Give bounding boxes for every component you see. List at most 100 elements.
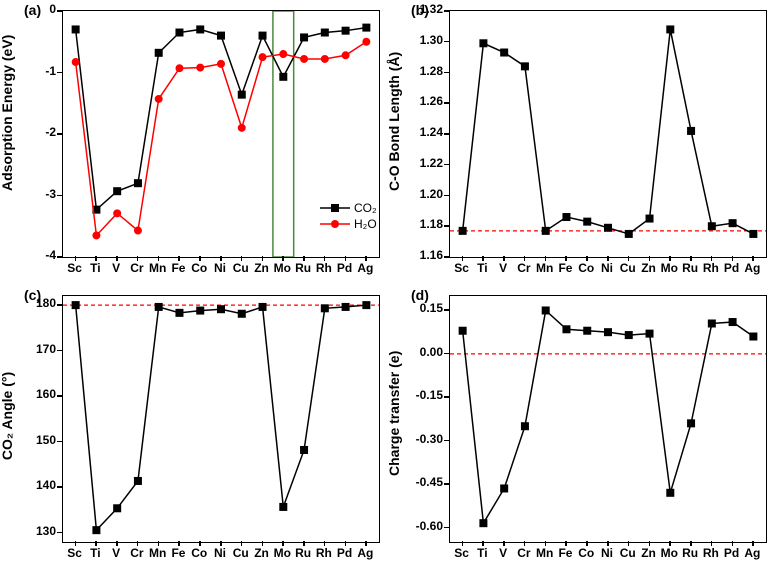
ytick: 1.32 — [407, 2, 443, 16]
xtick: Ni — [209, 546, 231, 560]
xtick: Sc — [64, 261, 86, 275]
ytick: -0.30 — [407, 432, 443, 446]
xtick: Zn — [638, 261, 660, 275]
xtick-mark — [178, 541, 180, 546]
xtick: Cr — [126, 261, 148, 275]
xtick: Fe — [167, 261, 189, 275]
xtick: Ti — [471, 546, 493, 560]
xtick-mark — [303, 541, 305, 546]
xtick: Pd — [334, 546, 356, 560]
xtick-mark — [365, 541, 367, 546]
xtick-mark — [262, 541, 264, 546]
ytick: -2 — [20, 125, 56, 139]
ytick: -4 — [20, 248, 56, 262]
ytick-mark — [57, 256, 62, 258]
xtick: Cr — [126, 546, 148, 560]
xtick: Rh — [313, 546, 335, 560]
xtick: Mo — [271, 546, 293, 560]
xtick-mark — [524, 541, 526, 546]
ytick: 140 — [20, 478, 56, 492]
xtick: Ni — [209, 261, 231, 275]
xtick: Ti — [84, 546, 106, 560]
xtick: Cu — [617, 261, 639, 275]
xtick: Co — [188, 546, 210, 560]
xtick-mark — [752, 541, 754, 546]
xtick: Co — [188, 261, 210, 275]
xtick: Cr — [513, 546, 535, 560]
xtick-mark — [669, 541, 671, 546]
ytick: 1.30 — [407, 33, 443, 47]
xtick: V — [105, 261, 127, 275]
xtick-mark — [545, 541, 547, 546]
xtick-mark — [482, 541, 484, 546]
ytick-mark — [444, 527, 449, 529]
xtick-mark — [220, 541, 222, 546]
xtick-mark — [365, 256, 367, 261]
xtick: Mn — [534, 261, 556, 275]
xtick: Ag — [354, 546, 376, 560]
xtick-mark — [241, 541, 243, 546]
xtick: Fe — [167, 546, 189, 560]
xtick-mark — [345, 541, 347, 546]
ytick-mark — [444, 72, 449, 74]
xtick: Mo — [658, 261, 680, 275]
xtick-mark — [324, 541, 326, 546]
xtick: Rh — [700, 261, 722, 275]
xtick-mark — [158, 256, 160, 261]
xtick: Pd — [334, 261, 356, 275]
ytick: 1.28 — [407, 64, 443, 78]
ytick-mark — [444, 10, 449, 12]
xtick-mark — [649, 541, 651, 546]
xtick-mark — [75, 541, 77, 546]
xtick: Cu — [617, 546, 639, 560]
xtick: Ru — [292, 261, 314, 275]
xtick-mark — [711, 256, 713, 261]
xtick: Zn — [638, 546, 660, 560]
xtick-mark — [199, 256, 201, 261]
legend-label-H2O: H₂O — [354, 217, 377, 231]
ytick: 0 — [20, 2, 56, 16]
xtick-mark — [752, 256, 754, 261]
legend-label-CO2: CO₂ — [354, 201, 377, 215]
xtick: Rh — [313, 261, 335, 275]
ytick-mark — [57, 72, 62, 74]
legend-marker-H2O — [320, 218, 350, 230]
xtick: V — [492, 546, 514, 560]
xtick-mark — [607, 541, 609, 546]
xtick: Ag — [741, 546, 763, 560]
series-line-CO2 — [76, 28, 367, 210]
panel-c: (c)CO₂ Angle (°)130140150160170180ScTiVC… — [0, 285, 387, 570]
xtick-mark — [649, 256, 651, 261]
xtick-mark — [607, 256, 609, 261]
ytick-mark — [444, 133, 449, 135]
xtick: Mo — [658, 546, 680, 560]
xtick: Ni — [596, 261, 618, 275]
xtick: Zn — [251, 261, 273, 275]
xtick: Co — [575, 546, 597, 560]
figure-root: (a)Adsorption Energy (eV)-4-3-2-10ScTiVC… — [0, 0, 774, 570]
ytick-mark — [444, 225, 449, 227]
xtick-mark — [690, 541, 692, 546]
xtick: Ru — [679, 261, 701, 275]
xtick: V — [105, 546, 127, 560]
ytick: -0.15 — [407, 388, 443, 402]
xtick: Fe — [554, 546, 576, 560]
ytick-mark — [444, 309, 449, 311]
ytick: 170 — [20, 342, 56, 356]
ytick: 150 — [20, 433, 56, 447]
plot-svg-c — [63, 296, 379, 542]
ytick-mark — [444, 483, 449, 485]
xtick: Rh — [700, 546, 722, 560]
xtick: Cr — [513, 261, 535, 275]
xtick-mark — [137, 256, 139, 261]
xtick-mark — [524, 256, 526, 261]
xtick-mark — [462, 256, 464, 261]
panel-d: (d)Charge transfer (e)-0.60-0.45-0.30-0.… — [387, 285, 774, 570]
ytick-mark — [444, 396, 449, 398]
xtick-mark — [95, 541, 97, 546]
ytick: 1.26 — [407, 94, 443, 108]
xtick-mark — [690, 256, 692, 261]
xtick-mark — [565, 541, 567, 546]
xtick: Ag — [354, 261, 376, 275]
ytick: -1 — [20, 64, 56, 78]
